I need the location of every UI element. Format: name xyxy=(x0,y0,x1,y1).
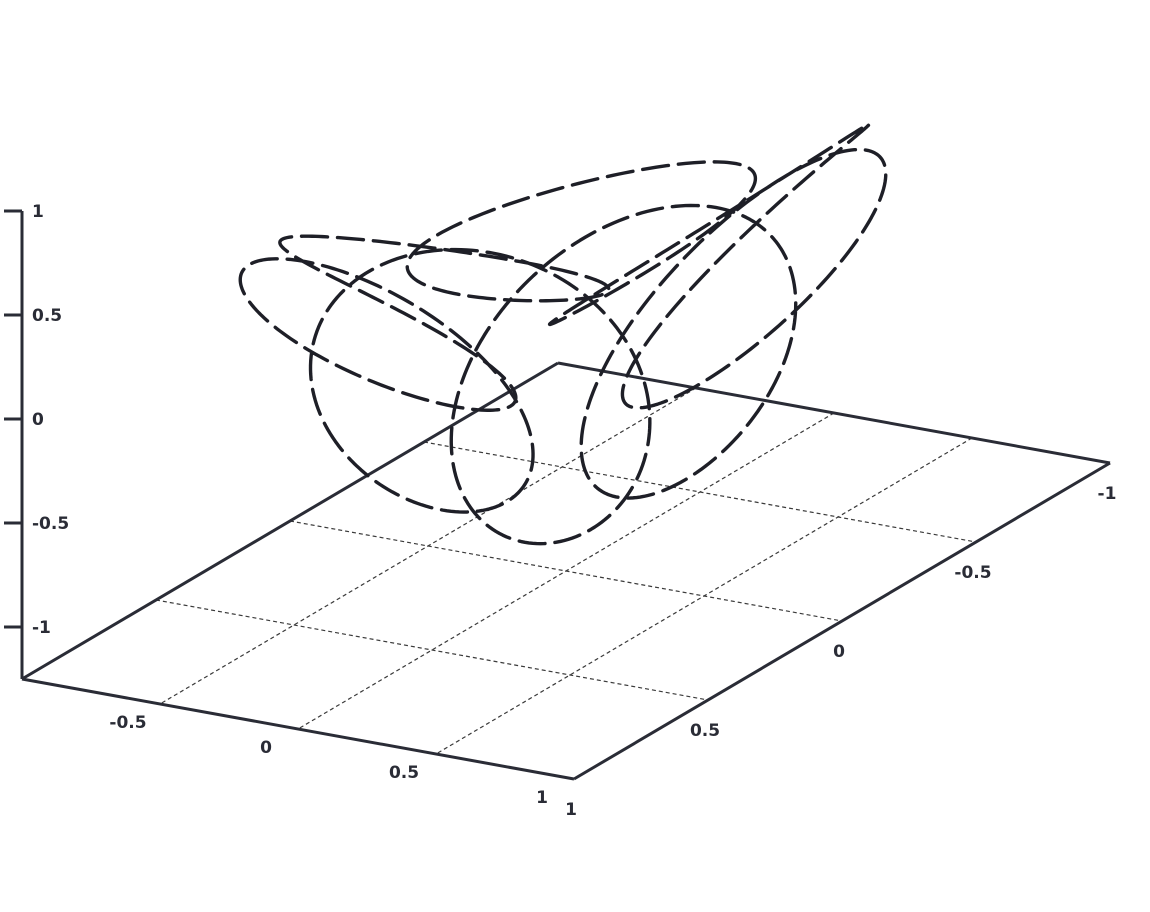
grid-line-y xyxy=(297,412,835,730)
floor-edge xyxy=(557,361,1111,465)
floor-edge xyxy=(21,361,559,681)
floor-grid xyxy=(155,387,977,755)
z-tick-label: -1 xyxy=(32,618,51,638)
x-tick-label: 0.5 xyxy=(690,721,720,741)
z-tick-label: 0.5 xyxy=(32,306,62,326)
knot-curve-path xyxy=(238,122,888,546)
z-tick-label: 1 xyxy=(32,202,44,222)
x-tick-label: 0 xyxy=(833,642,845,662)
y-tick-label: 0 xyxy=(260,738,272,758)
x-tick-label: -0.5 xyxy=(954,563,991,583)
tick-labels: 10.50-0.5-1-1-0.500.51-1-0.500.51 xyxy=(32,202,1117,820)
axes xyxy=(4,209,1111,781)
y-tick-label: 0.5 xyxy=(389,763,419,783)
grid-line-y xyxy=(435,437,973,755)
y-tick-label: -0.5 xyxy=(109,713,146,733)
y-tick-label: 1 xyxy=(536,788,548,808)
x-tick-label: -1 xyxy=(1098,484,1117,504)
floor-edge xyxy=(21,677,575,781)
x-tick-label: 1 xyxy=(565,800,577,820)
z-tick-label: -0.5 xyxy=(32,514,69,534)
knot-curve xyxy=(238,122,888,546)
floor-edge xyxy=(573,461,1111,781)
grid-line-x xyxy=(155,599,709,701)
z-tick-label: 0 xyxy=(32,410,44,430)
